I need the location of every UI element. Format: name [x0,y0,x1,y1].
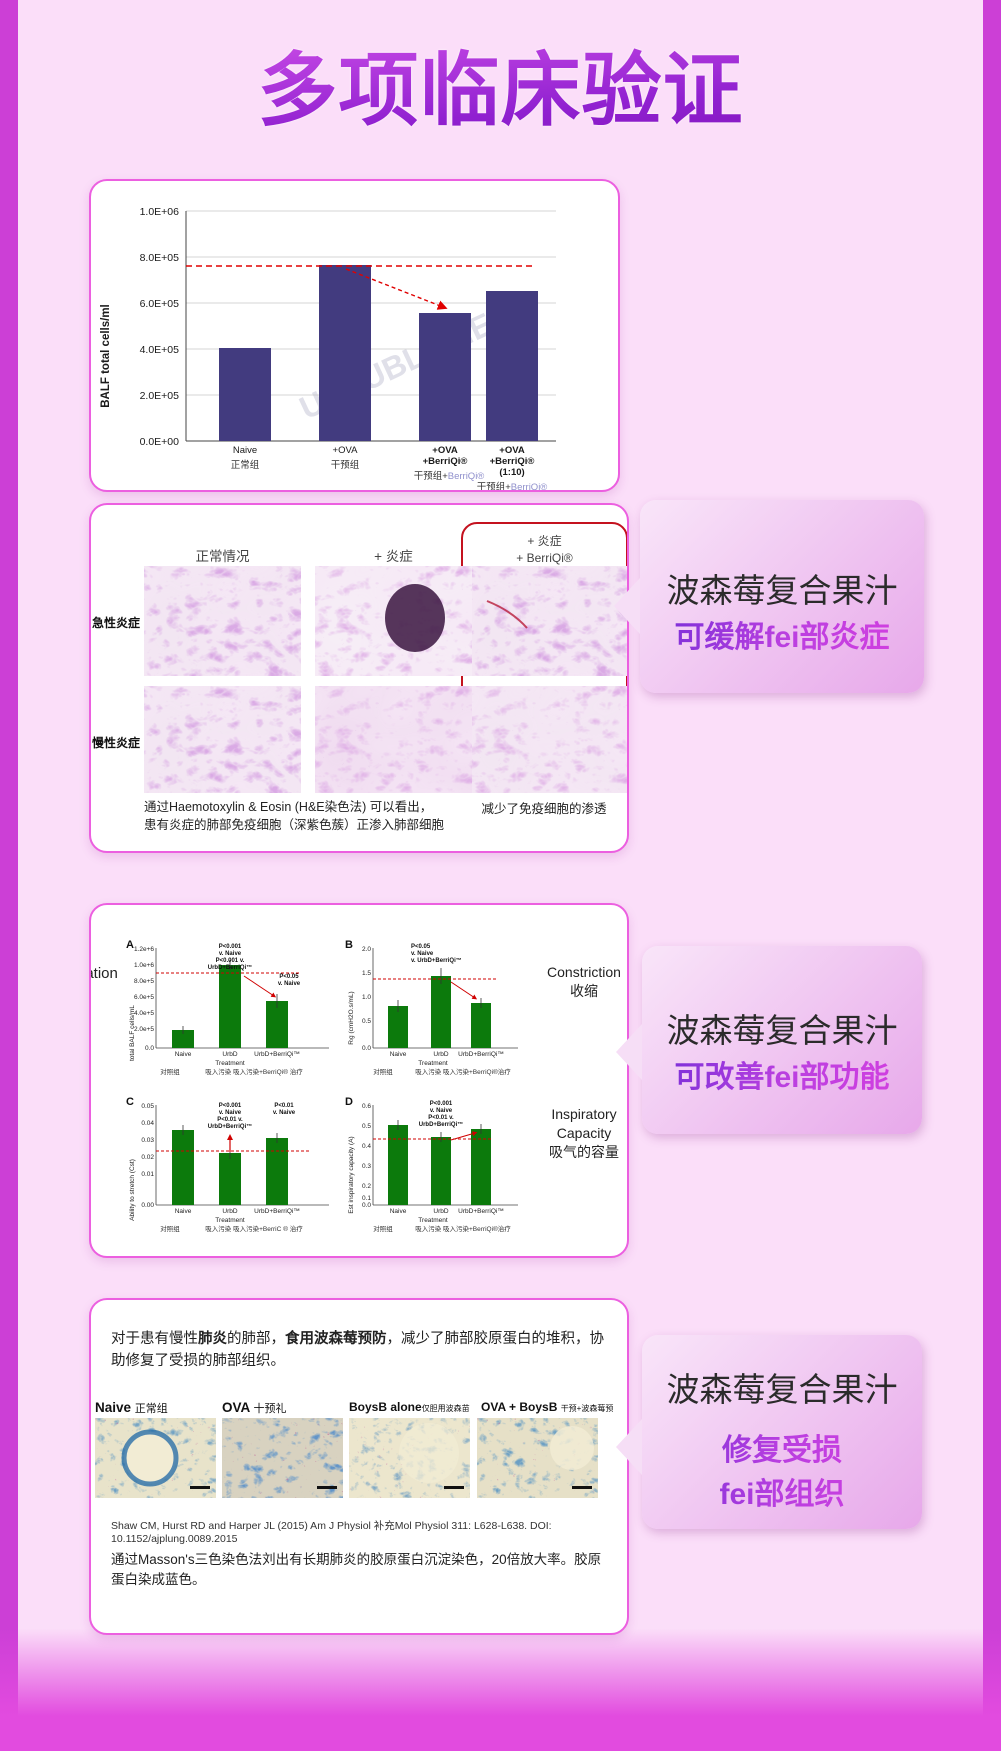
svg-text:2.0e+5: 2.0e+5 [134,1026,154,1033]
svg-text:UrbD+BerriQi™: UrbD+BerriQi™ [208,1123,253,1130]
svg-text:0.5: 0.5 [362,1123,371,1130]
svg-text:C: C [126,1096,134,1108]
svg-text:P<0.001 v.: P<0.001 v. [216,958,245,964]
svg-text:1.0E+06: 1.0E+06 [140,206,180,218]
svg-text:1.0: 1.0 [362,994,371,1001]
svg-text:P<0.001: P<0.001 [219,1103,242,1109]
svg-text:Treatment: Treatment [215,1217,245,1224]
svg-text:UrbD+BerriQi™: UrbD+BerriQi™ [458,1051,504,1058]
svg-text:+OVA: +OVA [499,445,525,456]
svg-text:v. Naive: v. Naive [411,951,434,957]
svg-text:0.03: 0.03 [141,1137,154,1144]
svg-text:8.0e+5: 8.0e+5 [134,978,154,985]
svg-text:4.0e+5: 4.0e+5 [134,1010,154,1017]
svg-text:0.6: 0.6 [362,1103,371,1110]
svg-text:对照组: 对照组 [373,1224,393,1233]
svg-text:吸入污染 吸入污染+BerriC ® 治疗: 吸入污染 吸入污染+BerriC ® 治疗 [205,1224,303,1233]
svg-text:P<0.01 v.: P<0.01 v. [217,1117,243,1123]
svg-text:1.2e+6: 1.2e+6 [134,946,154,953]
svg-text:0.02: 0.02 [141,1154,154,1161]
svg-text:0.04: 0.04 [141,1120,154,1127]
svg-text:干预组+BerriQi®: 干预组+BerriQi® [414,470,485,482]
svg-text:2.0: 2.0 [362,946,371,953]
svg-text:P<0.01: P<0.01 [274,1103,294,1109]
svg-text:UrbD+BerriQi™: UrbD+BerriQi™ [458,1208,504,1215]
svg-text:Ability to stretch (Cst): Ability to stretch (Cst) [129,1159,136,1221]
svg-text:v. Naive: v. Naive [430,1108,453,1114]
svg-text:正常组: 正常组 [231,459,260,471]
svg-text:0.05: 0.05 [141,1103,154,1110]
svg-text:4.0E+05: 4.0E+05 [140,344,180,356]
svg-text:0.01: 0.01 [141,1171,154,1178]
svg-text:0.5: 0.5 [362,1018,371,1025]
svg-text:UrbD: UrbD [222,1051,237,1058]
svg-text:0.00: 0.00 [141,1202,154,1209]
svg-text:6.0E+05: 6.0E+05 [140,298,180,310]
svg-text:0.2: 0.2 [362,1183,371,1190]
svg-text:干预组: 干预组 [331,459,360,471]
svg-text:+OVA: +OVA [333,445,359,456]
svg-text:v. UrbD+BerriQi™: v. UrbD+BerriQi™ [411,957,462,964]
svg-text:Treatment: Treatment [418,1217,448,1224]
svg-text:(1:10): (1:10) [499,467,524,478]
svg-text:Treatment: Treatment [215,1060,245,1067]
svg-text:Naive: Naive [390,1208,407,1215]
svg-text:0.0E+00: 0.0E+00 [140,436,180,448]
svg-text:total BALF cells/mL: total BALF cells/mL [129,1005,136,1061]
svg-text:吸入污染 吸入污染+BerriQi® 治疗: 吸入污染 吸入污染+BerriQi® 治疗 [205,1067,303,1076]
svg-text:6.0e+5: 6.0e+5 [134,994,154,1001]
svg-text:UrbD+BerriQi™: UrbD+BerriQi™ [419,1121,464,1128]
svg-text:B: B [345,939,353,951]
svg-text:2.0E+05: 2.0E+05 [140,390,180,402]
svg-text:+BerriQi®: +BerriQi® [423,456,468,467]
svg-text:P<0.01 v.: P<0.01 v. [428,1115,454,1121]
svg-text:8.0E+05: 8.0E+05 [140,252,180,264]
svg-text:UrbD: UrbD [222,1208,237,1215]
svg-text:A: A [126,939,134,951]
svg-text:Naive: Naive [175,1051,192,1058]
svg-text:Treatment: Treatment [418,1060,448,1067]
svg-text:+BerriQi®: +BerriQi® [490,456,535,467]
svg-text:Naive: Naive [233,445,257,456]
svg-text:BALF total cells/ml: BALF total cells/ml [100,304,112,408]
svg-text:0.0: 0.0 [145,1045,154,1052]
svg-text:UrbD: UrbD [433,1051,448,1058]
svg-text:吸入污染 吸入污染+BerriQi®治疗: 吸入污染 吸入污染+BerriQi®治疗 [415,1067,511,1076]
svg-text:P<0.001: P<0.001 [430,1101,453,1107]
svg-text:0.0: 0.0 [362,1202,371,1209]
svg-text:对照组: 对照组 [373,1067,393,1076]
svg-text:D: D [345,1096,353,1108]
svg-text:UrbD+BerriQi™: UrbD+BerriQi™ [254,1051,300,1058]
svg-text:UrbD+BerriQi™: UrbD+BerriQi™ [254,1208,300,1215]
svg-text:v. Naive: v. Naive [219,1110,242,1116]
svg-text:对照组: 对照组 [160,1224,180,1233]
svg-text:0.1: 0.1 [362,1195,371,1202]
svg-text:UrbD+BerriQi™: UrbD+BerriQi™ [208,964,253,971]
svg-text:0.0: 0.0 [362,1045,371,1052]
svg-text:0.3: 0.3 [362,1163,371,1170]
svg-text:干预组+BerriQi®: 干预组+BerriQi® [477,481,548,492]
svg-text:Est inspiratory capacity (A): Est inspiratory capacity (A) [348,1136,355,1213]
svg-text:v. Naive: v. Naive [219,951,242,957]
svg-text:v. Naive: v. Naive [278,981,301,987]
svg-text:P<0.05: P<0.05 [279,974,299,980]
svg-text:+OVA: +OVA [432,445,458,456]
svg-text:Naive: Naive [175,1208,192,1215]
svg-text:Rₗg (cmH2O.s/mL): Rₗg (cmH2O.s/mL) [348,991,355,1044]
svg-text:吸入污染 吸入污染+BerriQi®治疗: 吸入污染 吸入污染+BerriQi®治疗 [415,1224,511,1233]
svg-text:UrbD: UrbD [433,1208,448,1215]
svg-text:Naive: Naive [390,1051,407,1058]
svg-text:v. Naive: v. Naive [273,1110,296,1116]
svg-text:P<0.05: P<0.05 [411,944,431,950]
svg-text:1.0e+6: 1.0e+6 [134,962,154,969]
svg-text:P<0.001: P<0.001 [219,944,242,950]
svg-text:对照组: 对照组 [160,1067,180,1076]
svg-text:0.4: 0.4 [362,1143,371,1150]
svg-text:1.5: 1.5 [362,970,371,977]
